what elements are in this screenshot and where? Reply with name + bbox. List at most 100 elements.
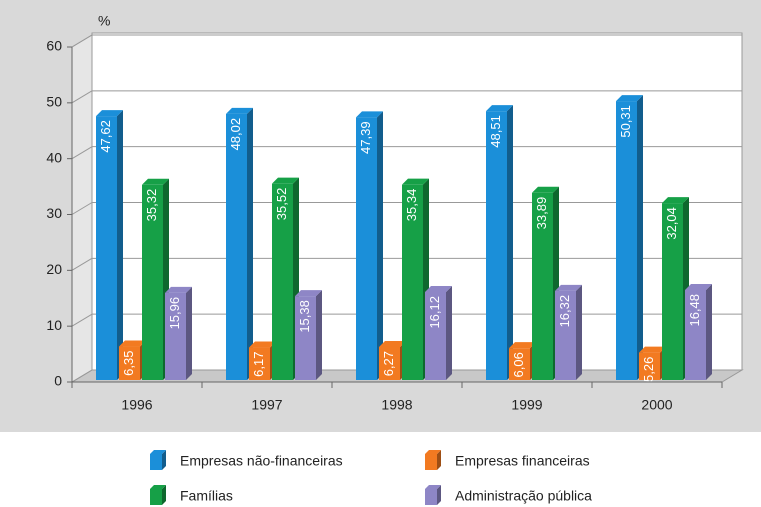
legend-label: Famílias — [180, 488, 233, 504]
legend-swatch — [425, 489, 437, 505]
x-tick-label: 1999 — [511, 397, 542, 413]
legend-swatch — [150, 489, 162, 505]
bar — [119, 346, 140, 380]
value-label: 5,26 — [641, 357, 656, 382]
grid-line-depth — [71, 90, 93, 104]
bar-side — [576, 284, 582, 380]
bar-side — [637, 95, 643, 380]
y-tick-label: 20 — [46, 261, 62, 277]
bar-top — [249, 341, 276, 348]
value-label: 35,32 — [144, 189, 159, 222]
bar-top — [509, 342, 536, 349]
bar-top — [96, 110, 123, 117]
x-tick-label: 1996 — [121, 397, 152, 413]
legend-swatch-side — [162, 450, 166, 470]
bar-top — [379, 340, 406, 347]
bar-top — [272, 177, 299, 184]
value-label: 32,04 — [664, 207, 679, 240]
x-tick-label: 1998 — [381, 397, 412, 413]
value-label: 47,62 — [98, 120, 113, 153]
bar-top — [555, 284, 582, 291]
bar-side — [117, 110, 123, 380]
grid-line-depth — [71, 34, 93, 48]
bar-top — [616, 95, 643, 102]
bar-top — [532, 186, 559, 193]
bar-side — [186, 286, 192, 380]
bar — [425, 291, 446, 380]
value-label: 48,02 — [228, 118, 243, 151]
bar — [226, 113, 247, 380]
bar — [356, 117, 377, 381]
value-label: 6,35 — [121, 351, 136, 376]
bar-side — [377, 111, 383, 381]
value-label: 6,27 — [381, 351, 396, 376]
value-label: 16,48 — [687, 294, 702, 327]
y-tick-label: 10 — [46, 317, 62, 333]
bar — [142, 184, 163, 380]
value-label: 35,52 — [274, 188, 289, 221]
legend-swatch-top — [150, 485, 166, 489]
grid-line-depth — [71, 313, 93, 327]
x-tick-label: 2000 — [641, 397, 672, 413]
grid-line-depth — [71, 146, 93, 160]
value-label: 47,39 — [358, 121, 373, 154]
y-axis-label: % — [98, 13, 110, 29]
bar-side — [316, 290, 322, 380]
bar — [379, 346, 400, 380]
bar-top — [356, 111, 383, 118]
legend-swatch-side — [437, 450, 441, 470]
bar — [295, 296, 316, 380]
legend-swatch-side — [162, 485, 166, 505]
value-label: 15,96 — [167, 297, 182, 330]
bar — [165, 292, 186, 380]
bar-top — [662, 197, 689, 204]
legend-label: Administração pública — [455, 488, 592, 504]
bar-side — [706, 283, 712, 380]
bar-top — [295, 290, 322, 297]
y-tick-label: 0 — [54, 373, 62, 389]
value-label: 6,06 — [511, 352, 526, 377]
value-label: 48,51 — [488, 115, 503, 148]
bar-top — [226, 107, 253, 114]
bar-top — [486, 105, 513, 112]
y-tick-label: 50 — [46, 94, 62, 110]
bar-side — [446, 285, 452, 380]
grid-line-depth — [71, 369, 93, 383]
legend-swatch-side — [437, 485, 441, 505]
bar-top — [639, 346, 666, 353]
legend-label: Empresas financeiras — [455, 453, 590, 469]
y-tick-label: 40 — [46, 149, 62, 165]
value-label: 33,89 — [534, 197, 549, 230]
bar-top — [142, 178, 169, 185]
legend-swatch — [150, 454, 162, 470]
legend-swatch-top — [425, 450, 441, 454]
bar — [555, 290, 576, 380]
bar — [662, 203, 683, 380]
bar — [532, 192, 553, 380]
value-label: 35,34 — [404, 189, 419, 222]
value-label: 50,31 — [618, 105, 633, 138]
bar-side — [507, 105, 513, 380]
bar — [509, 348, 530, 380]
bar-side — [247, 107, 253, 380]
value-label: 16,12 — [427, 296, 442, 329]
bar-top — [402, 178, 429, 185]
bar — [96, 116, 117, 380]
value-label: 16,32 — [557, 295, 572, 328]
bar — [616, 101, 637, 380]
x-tick-label: 1997 — [251, 397, 282, 413]
value-label: 15,38 — [297, 300, 312, 333]
legend-swatch-top — [150, 450, 166, 454]
legend-swatch-top — [425, 485, 441, 489]
bar — [402, 184, 423, 380]
y-tick-label: 30 — [46, 205, 62, 221]
legend-swatch — [425, 454, 437, 470]
y-tick-label: 60 — [46, 38, 62, 54]
bar — [486, 111, 507, 380]
bar-top — [425, 285, 452, 292]
bar-top — [119, 340, 146, 347]
value-label: 6,17 — [251, 352, 266, 377]
bar-top — [685, 283, 712, 290]
bar — [685, 289, 706, 380]
